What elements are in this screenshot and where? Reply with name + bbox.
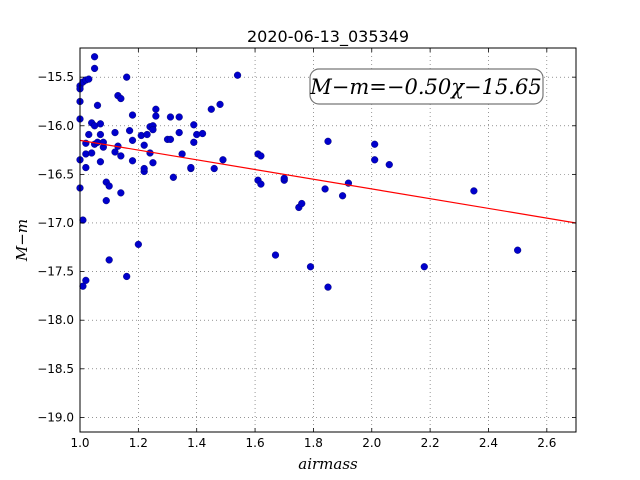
chart-title: 2020-06-13_035349 — [247, 27, 409, 47]
data-point — [149, 126, 157, 134]
x-tick-label: 1.0 — [70, 436, 89, 450]
data-point — [117, 94, 125, 103]
x-tick-label: 2.6 — [537, 436, 556, 450]
x-tick-labels: 1.0 1.2 1.4 1.6 1.8 2.0 2.2 2.4 2.6 — [70, 436, 556, 450]
data-point — [128, 111, 137, 119]
x-tick-label: 1.2 — [129, 436, 148, 450]
data-point — [96, 158, 105, 166]
data-point — [128, 136, 137, 144]
data-point — [280, 174, 288, 182]
y-axis-label: M−m — [13, 219, 31, 262]
data-point — [90, 53, 99, 61]
data-point — [371, 156, 379, 164]
data-point — [257, 180, 265, 188]
data-point — [152, 105, 160, 113]
data-point — [152, 112, 160, 120]
data-point — [166, 113, 175, 121]
x-tick-label: 1.6 — [246, 436, 265, 450]
y-tick-label: −19.0 — [37, 410, 74, 424]
data-point — [190, 121, 198, 129]
data-points — [76, 53, 522, 291]
grid-lines — [79, 48, 576, 432]
fit-annotation: M−m=−0.50χ−15.65 — [309, 68, 544, 105]
x-axis-label: airmass — [298, 455, 358, 473]
data-point — [338, 192, 347, 200]
data-point — [96, 120, 105, 128]
data-point — [134, 240, 142, 248]
data-point — [178, 150, 186, 158]
data-point — [85, 130, 93, 139]
data-point — [111, 148, 119, 156]
annotation-box — [309, 68, 544, 105]
y-tick-label: −17.5 — [37, 265, 74, 279]
y-tick-label: −17.0 — [37, 216, 74, 230]
data-point — [371, 140, 379, 148]
data-point — [143, 130, 151, 139]
plot-frame — [79, 47, 577, 433]
data-point — [140, 164, 148, 173]
data-point — [88, 149, 96, 157]
y-tick-label: −18.5 — [37, 362, 74, 376]
axis-ticks — [79, 48, 576, 432]
data-point — [257, 152, 265, 160]
data-point — [306, 263, 315, 271]
data-point — [96, 130, 105, 139]
data-point — [271, 251, 280, 259]
x-tick-label: 2.2 — [421, 436, 440, 450]
data-point — [190, 138, 198, 146]
data-point — [117, 189, 125, 197]
data-point — [324, 283, 332, 291]
x-tick-label: 1.8 — [304, 436, 323, 450]
data-point — [298, 199, 306, 208]
y-tick-label: −18.0 — [37, 313, 74, 327]
data-point — [169, 173, 177, 181]
data-point — [102, 197, 110, 205]
data-point — [420, 263, 428, 271]
data-point — [85, 75, 93, 83]
x-tick-label: 2.4 — [479, 436, 498, 450]
data-point — [233, 71, 242, 79]
data-point — [123, 272, 131, 281]
data-point — [105, 256, 113, 264]
data-point — [82, 163, 90, 172]
data-point — [111, 128, 119, 137]
data-point — [321, 185, 329, 193]
data-point — [128, 157, 137, 165]
data-point — [324, 137, 332, 145]
data-point — [207, 105, 215, 113]
fit-line — [79, 139, 577, 224]
x-tick-label: 2.0 — [362, 436, 381, 450]
data-point — [79, 216, 87, 224]
annotation-text: M−m=−0.50χ−15.65 — [309, 75, 541, 99]
data-point — [90, 64, 99, 73]
data-point — [216, 100, 224, 108]
data-point — [187, 163, 195, 172]
x-tick-label: 1.4 — [187, 436, 206, 450]
data-point — [175, 128, 183, 137]
y-tick-label: −15.5 — [37, 70, 74, 84]
data-point — [514, 246, 522, 254]
data-point — [140, 141, 148, 149]
data-point — [117, 152, 125, 160]
data-point — [210, 164, 218, 173]
data-point — [385, 161, 393, 169]
fit-line-path — [79, 139, 577, 224]
data-point — [149, 159, 157, 167]
data-point — [166, 135, 175, 143]
y-tick-label: −16.0 — [37, 119, 74, 133]
y-tick-labels: −15.5 −16.0 −16.5 −17.0 −17.5 −18.0 −18.5 −19.0 — [37, 70, 74, 424]
data-point — [105, 182, 113, 190]
data-point — [123, 73, 131, 81]
data-point — [219, 156, 227, 164]
y-tick-label: −16.5 — [37, 167, 74, 181]
data-point — [470, 187, 478, 195]
data-point — [198, 129, 207, 138]
data-point — [175, 113, 183, 121]
data-point — [126, 127, 134, 135]
data-point — [93, 101, 102, 109]
data-point — [82, 276, 90, 284]
